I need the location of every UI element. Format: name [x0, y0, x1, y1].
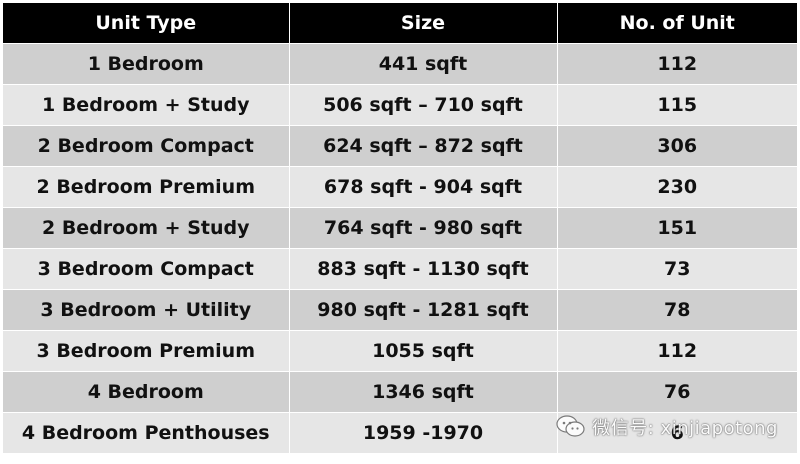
unit-type-cell: 3 Bedroom Compact	[3, 248, 290, 290]
table-header-row: Unit Type Size No. of Unit	[3, 3, 797, 44]
size-cell: 764 sqft - 980 sqft	[289, 207, 558, 249]
unit-count-cell: 112	[557, 330, 797, 372]
unit-type-cell: 2 Bedroom Compact	[3, 125, 290, 167]
unit-type-cell: 1 Bedroom	[3, 43, 290, 85]
unit-count-cell: 230	[557, 166, 797, 208]
unit-type-cell: 1 Bedroom + Study	[3, 84, 290, 126]
size-cell: 624 sqft – 872 sqft	[289, 125, 558, 167]
table-row: 3 Bedroom + Utility 980 sqft - 1281 sqft…	[3, 289, 797, 331]
header-size: Size	[289, 3, 558, 44]
table-row: 1 Bedroom + Study 506 sqft – 710 sqft 11…	[3, 84, 797, 126]
size-cell: 441 sqft	[289, 43, 558, 85]
table-row: 2 Bedroom + Study 764 sqft - 980 sqft 15…	[3, 207, 797, 249]
unit-count-cell: 73	[557, 248, 797, 290]
unit-count-cell: 306	[557, 125, 797, 167]
table-row: 4 Bedroom 1346 sqft 76	[3, 371, 797, 413]
size-cell: 883 sqft - 1130 sqft	[289, 248, 558, 290]
unit-type-cell: 3 Bedroom Premium	[3, 330, 290, 372]
unit-type-cell: 2 Bedroom + Study	[3, 207, 290, 249]
unit-type-cell: 3 Bedroom + Utility	[3, 289, 290, 331]
size-cell: 506 sqft – 710 sqft	[289, 84, 558, 126]
table-row: 4 Bedroom Penthouses 1959 -1970 6	[3, 412, 797, 453]
size-cell: 1346 sqft	[289, 371, 558, 413]
table-row: 3 Bedroom Premium 1055 sqft 112	[3, 330, 797, 372]
unit-type-cell: 4 Bedroom	[3, 371, 290, 413]
unit-count-cell: 78	[557, 289, 797, 331]
size-cell: 1055 sqft	[289, 330, 558, 372]
table-row: 2 Bedroom Premium 678 sqft - 904 sqft 23…	[3, 166, 797, 208]
unit-count-cell: 76	[557, 371, 797, 413]
header-unit-type: Unit Type	[3, 3, 290, 44]
table-row: 3 Bedroom Compact 883 sqft - 1130 sqft 7…	[3, 248, 797, 290]
unit-count-cell: 115	[557, 84, 797, 126]
unit-type-cell: 4 Bedroom Penthouses	[3, 412, 290, 453]
unit-type-cell: 2 Bedroom Premium	[3, 166, 290, 208]
unit-count-cell: 6	[557, 412, 797, 453]
size-cell: 678 sqft - 904 sqft	[289, 166, 558, 208]
unit-count-cell: 151	[557, 207, 797, 249]
size-cell: 1959 -1970	[289, 412, 558, 453]
watermark: 微信号: xinjiapotong	[556, 414, 778, 440]
wechat-icon	[556, 414, 586, 440]
watermark-text: 微信号: xinjiapotong	[592, 418, 778, 439]
unit-table: Unit Type Size No. of Unit 1 Bedroom 441…	[3, 3, 797, 453]
table-row: 1 Bedroom 441 sqft 112	[3, 43, 797, 85]
size-cell: 980 sqft - 1281 sqft	[289, 289, 558, 331]
unit-count-cell: 112	[557, 43, 797, 85]
table-row: 2 Bedroom Compact 624 sqft – 872 sqft 30…	[3, 125, 797, 167]
header-no-of-unit: No. of Unit	[557, 3, 797, 44]
